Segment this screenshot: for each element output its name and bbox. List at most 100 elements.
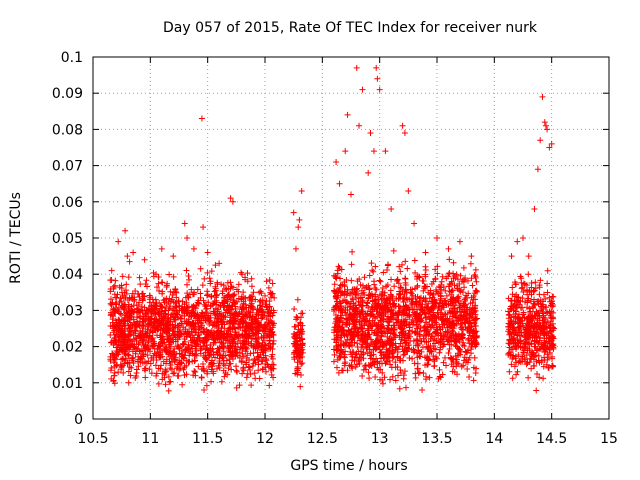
data-point — [248, 275, 255, 282]
data-point — [118, 311, 125, 318]
data-point — [394, 354, 401, 361]
data-point — [248, 382, 255, 389]
data-point — [387, 313, 394, 320]
data-point — [509, 375, 516, 382]
data-point — [379, 306, 386, 313]
data-point — [423, 373, 430, 380]
data-point — [292, 370, 299, 377]
data-point — [539, 308, 546, 315]
data-point — [353, 64, 360, 71]
x-tick-label: 10.5 — [77, 431, 108, 447]
data-point — [374, 75, 381, 82]
data-point — [358, 325, 365, 332]
data-point — [379, 369, 386, 376]
data-point — [468, 350, 475, 357]
data-point — [240, 340, 247, 347]
data-point — [167, 336, 174, 343]
data-point — [190, 302, 197, 309]
data-point — [211, 319, 218, 326]
data-point — [430, 337, 437, 344]
data-point — [142, 374, 149, 381]
x-tick-label: 13.5 — [421, 431, 452, 447]
data-point — [127, 372, 134, 379]
data-point — [155, 342, 162, 349]
data-point — [414, 337, 421, 344]
data-point — [390, 247, 397, 254]
data-point — [227, 195, 234, 202]
data-point — [424, 355, 431, 362]
data-point — [392, 359, 399, 366]
data-point — [108, 311, 115, 318]
data-point — [356, 122, 363, 129]
data-point — [230, 299, 237, 306]
data-point — [402, 303, 409, 310]
data-point — [230, 315, 237, 322]
data-point — [232, 318, 239, 325]
data-point — [268, 371, 275, 378]
data-point — [165, 307, 172, 314]
data-point — [337, 306, 344, 313]
data-point — [231, 335, 238, 342]
y-tick-label: 0.07 — [52, 159, 83, 175]
data-point — [444, 338, 451, 345]
data-point — [115, 330, 122, 337]
data-point — [409, 295, 416, 302]
data-point — [472, 311, 479, 318]
data-point — [546, 327, 553, 334]
data-point — [214, 321, 221, 328]
data-point — [373, 64, 380, 71]
data-point — [146, 332, 153, 339]
data-point — [168, 366, 175, 373]
data-point — [136, 294, 143, 301]
data-point — [546, 294, 553, 301]
data-point — [216, 344, 223, 351]
data-point — [531, 334, 538, 341]
data-point — [449, 368, 456, 375]
data-point — [525, 271, 532, 278]
data-point — [524, 297, 531, 304]
data-point — [153, 372, 160, 379]
data-point — [256, 307, 263, 314]
data-point — [260, 337, 267, 344]
data-point — [360, 355, 367, 362]
data-point — [208, 360, 215, 367]
data-point — [405, 305, 412, 312]
data-point — [172, 286, 179, 293]
data-point — [109, 319, 116, 326]
data-point — [507, 303, 514, 310]
data-point — [115, 369, 122, 376]
data-point — [165, 373, 172, 380]
data-point — [429, 299, 436, 305]
data-point — [239, 350, 246, 357]
data-point — [210, 329, 217, 336]
data-point — [158, 336, 165, 343]
data-point — [366, 272, 373, 279]
data-point — [460, 339, 467, 346]
data-point — [158, 279, 165, 286]
data-point — [393, 320, 400, 327]
data-point — [255, 324, 262, 331]
data-point — [158, 245, 165, 252]
data-point — [372, 373, 379, 380]
data-point — [175, 372, 182, 379]
data-point — [337, 341, 344, 348]
chart-title: Day 057 of 2015, Rate Of TEC Index for r… — [163, 20, 538, 36]
data-point — [418, 348, 425, 355]
data-point — [229, 326, 236, 333]
data-point — [528, 365, 535, 372]
data-point — [397, 268, 404, 275]
data-point — [472, 296, 479, 303]
data-point — [198, 309, 205, 316]
data-point — [468, 294, 475, 301]
data-point — [298, 361, 305, 368]
data-point — [463, 312, 470, 319]
data-point — [513, 291, 520, 298]
data-point — [229, 198, 236, 205]
data-point — [365, 292, 372, 299]
data-point — [399, 122, 406, 129]
data-point — [465, 337, 472, 344]
data-point — [124, 253, 131, 260]
data-point — [365, 282, 372, 289]
data-point — [420, 287, 427, 294]
data-point — [191, 289, 198, 296]
